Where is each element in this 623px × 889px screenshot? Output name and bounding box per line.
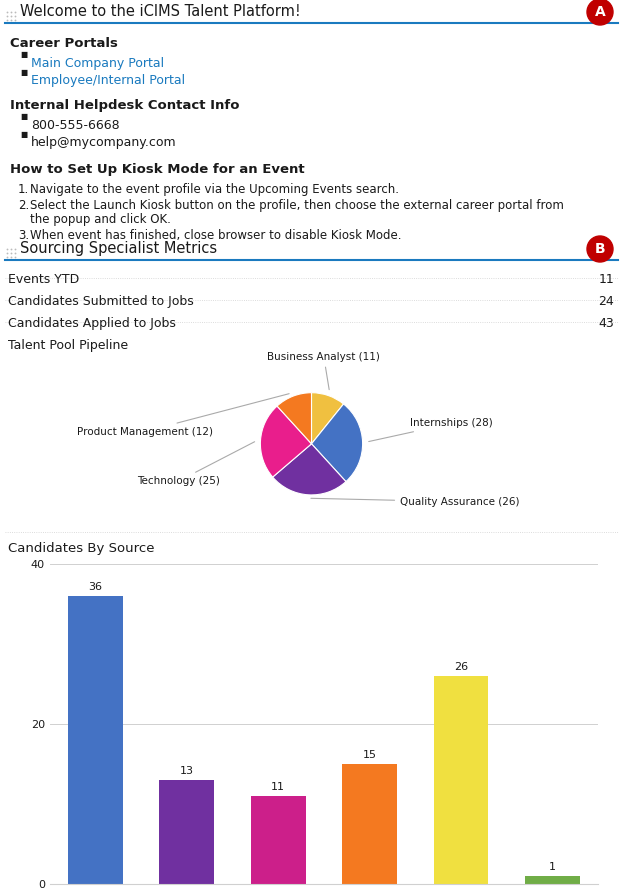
Text: Quality Assurance (26): Quality Assurance (26) [311, 497, 520, 507]
Wedge shape [277, 393, 312, 444]
Text: Select the Launch Kiosk button on the profile, then choose the external career p: Select the Launch Kiosk button on the pr… [30, 199, 564, 212]
Text: ■: ■ [20, 113, 27, 122]
Text: Talent Pool Pipeline: Talent Pool Pipeline [8, 339, 128, 352]
Text: 26: 26 [454, 662, 468, 672]
Text: 15: 15 [363, 750, 377, 760]
Text: 1: 1 [549, 862, 556, 872]
Text: ■: ■ [20, 68, 27, 76]
Text: 11: 11 [598, 273, 614, 286]
Text: Welcome to the iCIMS Talent Platform!: Welcome to the iCIMS Talent Platform! [20, 4, 301, 20]
Text: Technology (25): Technology (25) [136, 442, 255, 486]
Bar [342, 764, 397, 884]
Text: Candidates Submitted to Jobs: Candidates Submitted to Jobs [8, 295, 194, 308]
Text: Employee/Internal Portal: Employee/Internal Portal [31, 74, 185, 87]
Text: 24: 24 [598, 295, 614, 308]
Text: ■: ■ [20, 130, 27, 139]
Text: Sourcing Specialist Metrics: Sourcing Specialist Metrics [20, 242, 217, 257]
Circle shape [587, 0, 613, 25]
Circle shape [587, 236, 613, 262]
Bar [251, 796, 306, 884]
Text: 3.: 3. [18, 229, 29, 242]
Text: Internships (28): Internships (28) [369, 419, 493, 442]
Wedge shape [312, 404, 363, 482]
Text: Internal Helpdesk Contact Info: Internal Helpdesk Contact Info [10, 99, 239, 112]
Text: B: B [595, 242, 606, 256]
Text: Main Company Portal: Main Company Portal [31, 57, 164, 70]
Text: A: A [594, 5, 606, 19]
Wedge shape [312, 393, 343, 444]
Text: 13: 13 [180, 766, 194, 776]
Text: Career Portals: Career Portals [10, 37, 118, 50]
Wedge shape [260, 406, 312, 477]
Text: help@mycompany.com: help@mycompany.com [31, 136, 177, 149]
Text: 11: 11 [271, 782, 285, 792]
Bar [68, 596, 123, 884]
Text: When event has finished, close browser to disable Kiosk Mode.: When event has finished, close browser t… [30, 229, 401, 242]
Text: ■: ■ [20, 51, 27, 60]
Bar [525, 876, 580, 884]
Text: the popup and click OK.: the popup and click OK. [30, 213, 171, 226]
Text: Product Management (12): Product Management (12) [77, 394, 289, 436]
Text: Candidates Applied to Jobs: Candidates Applied to Jobs [8, 317, 176, 330]
Text: 36: 36 [88, 582, 103, 592]
Text: 2.: 2. [18, 199, 29, 212]
Wedge shape [273, 444, 346, 495]
Text: How to Set Up Kiosk Mode for an Event: How to Set Up Kiosk Mode for an Event [10, 163, 305, 176]
Text: 43: 43 [598, 317, 614, 330]
Text: Candidates By Source: Candidates By Source [8, 542, 155, 555]
Text: Business Analyst (11): Business Analyst (11) [267, 351, 380, 389]
Bar [159, 780, 214, 884]
Bar [434, 676, 488, 884]
Text: Events YTD: Events YTD [8, 273, 79, 286]
Text: Navigate to the event profile via the Upcoming Events search.: Navigate to the event profile via the Up… [30, 183, 399, 196]
Text: 800-555-6668: 800-555-6668 [31, 119, 120, 132]
Text: 1.: 1. [18, 183, 29, 196]
